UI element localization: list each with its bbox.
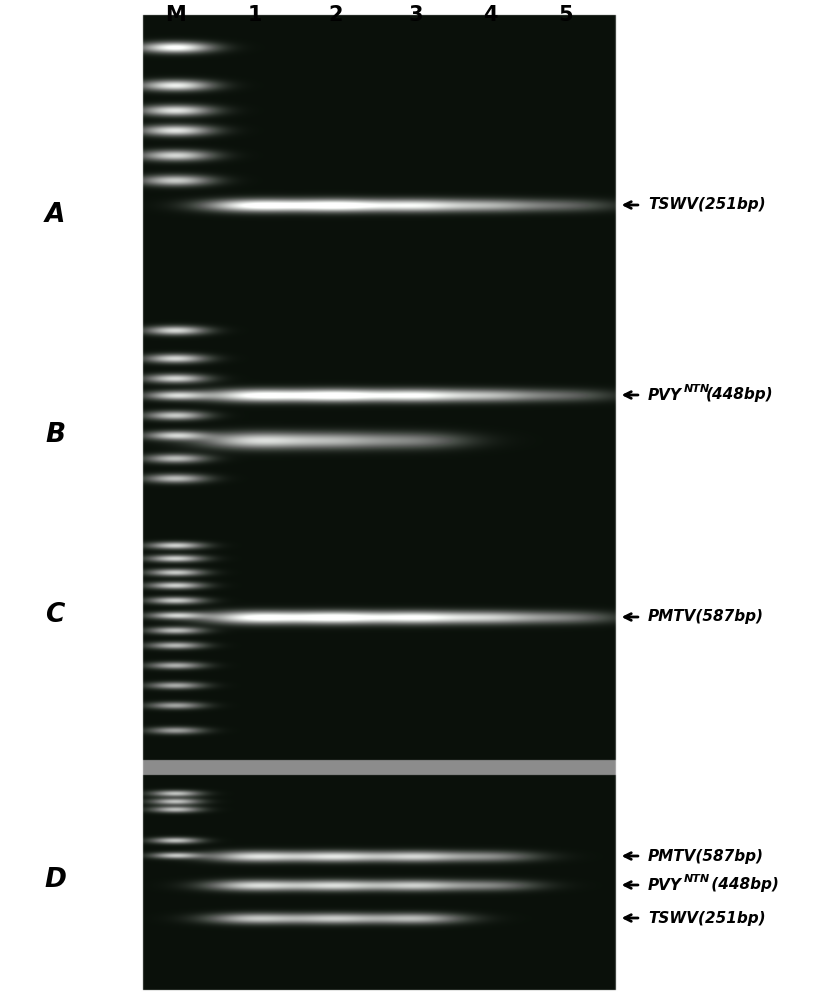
- Text: PVY: PVY: [647, 878, 681, 892]
- Text: 2: 2: [328, 5, 342, 25]
- Text: PMTV(587bp): PMTV(587bp): [647, 848, 762, 863]
- Text: B: B: [45, 422, 65, 448]
- Text: (448bp): (448bp): [705, 387, 772, 402]
- Text: 4: 4: [482, 5, 497, 25]
- Text: TSWV(251bp): TSWV(251bp): [647, 198, 764, 213]
- Text: 1: 1: [248, 5, 262, 25]
- Text: D: D: [44, 867, 66, 893]
- Text: (448bp): (448bp): [705, 878, 778, 892]
- Text: NTN: NTN: [683, 874, 709, 884]
- Text: PMTV(587bp): PMTV(587bp): [647, 609, 762, 624]
- Text: NTN: NTN: [683, 384, 709, 394]
- Text: 5: 5: [558, 5, 572, 25]
- Text: M: M: [165, 5, 185, 25]
- Text: A: A: [45, 202, 66, 228]
- Text: 3: 3: [408, 5, 423, 25]
- Text: TSWV(251bp): TSWV(251bp): [647, 910, 764, 926]
- Text: PVY: PVY: [647, 387, 681, 402]
- Text: C: C: [45, 602, 65, 628]
